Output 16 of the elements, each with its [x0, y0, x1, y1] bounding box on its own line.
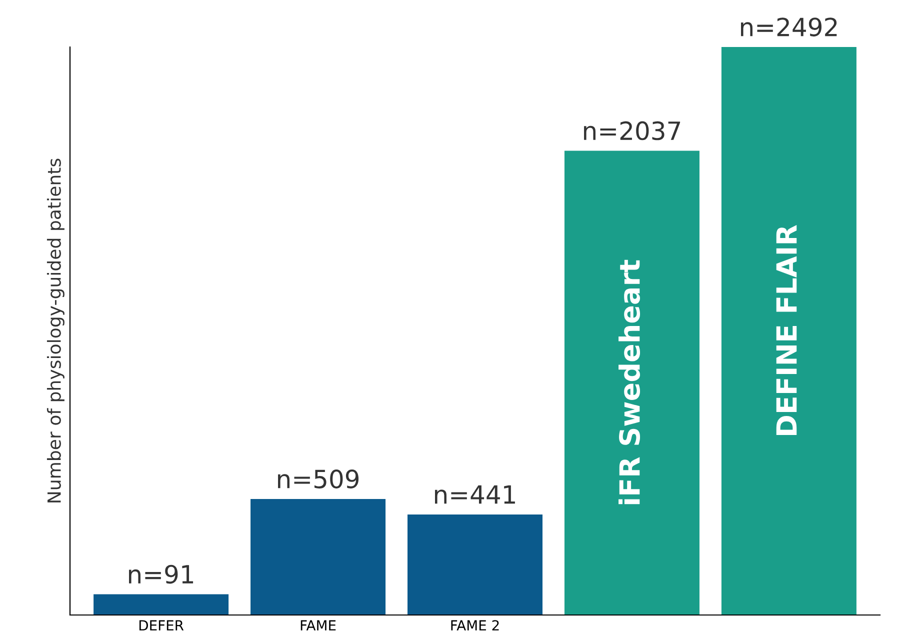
data-label: n=2037 [584, 121, 680, 140]
x-tick-label: iFR Swedeheart [618, 260, 640, 504]
x-tick-label: FAME [300, 620, 336, 630]
data-label: n=509 [278, 470, 359, 488]
bar [250, 498, 386, 615]
y-axis-title: Number of physiology-guided patients [46, 158, 64, 502]
bar [721, 47, 856, 615]
data-label: n=441 [435, 485, 515, 504]
x-tick-label: DEFER [139, 620, 184, 630]
x-tick-label: DEFINE FLAIR [776, 224, 797, 436]
x-tick-label: FAME 2 [451, 620, 499, 630]
bar [94, 594, 229, 615]
bar [564, 150, 700, 615]
data-label: n=2492 [741, 18, 837, 36]
bar [408, 514, 542, 615]
data-label: n=91 [129, 564, 194, 584]
